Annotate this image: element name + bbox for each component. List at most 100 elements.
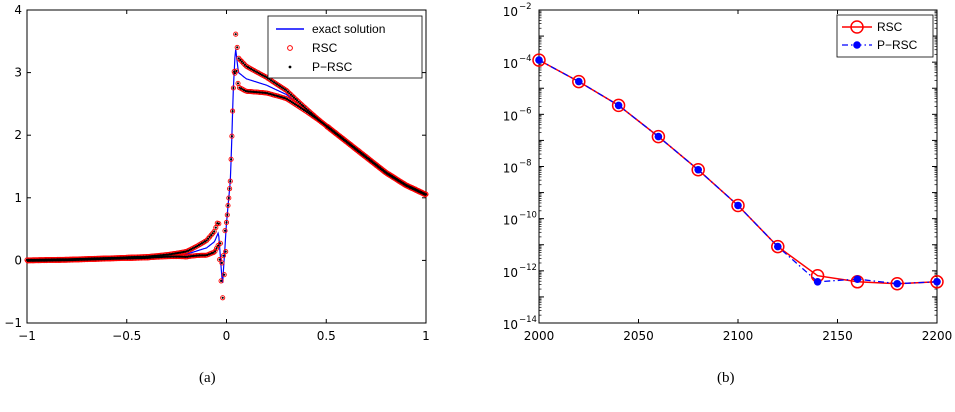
y-tick-exponent: −6 bbox=[519, 106, 532, 116]
series-exact-solution bbox=[27, 49, 427, 284]
x-tick-label: 2100 bbox=[723, 329, 754, 343]
p-rsc-marker bbox=[250, 90, 253, 93]
rsc-marker bbox=[289, 93, 296, 99]
p-rsc-marker bbox=[239, 58, 242, 62]
p-rsc-marker bbox=[193, 254, 197, 257]
p-rsc-marker bbox=[283, 88, 286, 91]
y-tick-label: 10 bbox=[503, 266, 518, 280]
p-rsc-marker bbox=[236, 46, 239, 49]
p-rsc-marker bbox=[175, 255, 178, 258]
legend-label: RSC bbox=[877, 20, 903, 34]
p-rsc-marker bbox=[575, 77, 583, 86]
p-rsc-marker bbox=[300, 103, 303, 106]
p-rsc-marker bbox=[205, 239, 208, 242]
p-rsc-marker bbox=[734, 201, 742, 210]
p-rsc-marker bbox=[227, 196, 230, 200]
y-tick-label: 10 bbox=[503, 57, 518, 71]
p-rsc-marker bbox=[240, 60, 243, 63]
rsc-marker bbox=[572, 74, 586, 89]
p-rsc-marker bbox=[223, 273, 226, 276]
rsc-marker bbox=[218, 278, 224, 284]
p-rsc-marker bbox=[236, 82, 240, 85]
rsc-marker bbox=[230, 108, 236, 114]
p-rsc-marker bbox=[305, 107, 308, 110]
rsc-marker bbox=[229, 133, 235, 139]
p-rsc-marker bbox=[286, 90, 289, 93]
p-rsc-marker bbox=[220, 261, 223, 264]
p-rsc-marker bbox=[257, 72, 260, 75]
legend-box bbox=[267, 15, 423, 79]
p-rsc-marker bbox=[230, 158, 233, 161]
rsc-marker bbox=[285, 89, 291, 95]
p-rsc-marker bbox=[290, 100, 293, 104]
rsc-marker bbox=[611, 98, 626, 113]
p-rsc-marker bbox=[280, 86, 283, 89]
caption-a: (a) bbox=[199, 370, 216, 386]
p-rsc-marker bbox=[221, 296, 224, 299]
p-rsc-marker bbox=[242, 62, 245, 65]
p-rsc-marker bbox=[158, 256, 161, 259]
p-rsc-marker bbox=[160, 254, 164, 257]
x-tick-label: 2200 bbox=[922, 329, 953, 343]
p-rsc-marker bbox=[212, 251, 215, 254]
y-tick-label: 0 bbox=[14, 253, 22, 267]
rsc-marker bbox=[226, 195, 232, 201]
p-rsc-marker bbox=[774, 242, 782, 251]
p-rsc-marker bbox=[228, 187, 231, 190]
rsc-marker bbox=[219, 260, 225, 266]
p-rsc-marker bbox=[285, 89, 288, 92]
rsc-marker bbox=[227, 186, 233, 192]
p-rsc-marker bbox=[200, 242, 203, 245]
p-rsc-marker bbox=[232, 86, 235, 90]
p-rsc-marker bbox=[226, 204, 230, 207]
y-tick-exponent: −10 bbox=[519, 211, 537, 221]
p-rsc-marker bbox=[215, 247, 218, 250]
rsc-marker bbox=[532, 53, 546, 67]
rsc-marker bbox=[223, 249, 229, 255]
y-tick-exponent: −2 bbox=[519, 2, 532, 12]
p-rsc-marker bbox=[189, 255, 192, 258]
p-rsc-marker bbox=[289, 93, 293, 96]
rsc-marker bbox=[691, 163, 705, 177]
p-rsc-marker bbox=[219, 242, 222, 245]
p-rsc-marker bbox=[196, 244, 199, 248]
p-rsc-marker bbox=[168, 253, 171, 256]
p-rsc-marker bbox=[225, 221, 228, 224]
p-rsc-marker bbox=[207, 237, 210, 240]
y-tick-label: 10 bbox=[503, 214, 518, 228]
rsc-marker bbox=[233, 31, 239, 37]
y-tick-label: 10 bbox=[503, 162, 518, 176]
rsc-marker bbox=[731, 198, 745, 213]
rsc-marker bbox=[771, 239, 785, 254]
p-rsc-marker bbox=[296, 99, 299, 102]
rsc-marker bbox=[223, 219, 230, 225]
y-tick-exponent: −8 bbox=[519, 159, 532, 169]
p-rsc-marker bbox=[214, 226, 217, 229]
x-tick-label: 0 bbox=[223, 329, 231, 343]
rsc-marker bbox=[293, 96, 299, 102]
p-rsc-marker bbox=[211, 232, 214, 235]
x-tick-label: 0.5 bbox=[317, 329, 336, 343]
rsc-marker bbox=[227, 178, 233, 184]
p-rsc-marker bbox=[170, 255, 174, 258]
p-rsc-marker bbox=[259, 91, 263, 94]
p-rsc-marker bbox=[297, 100, 300, 103]
y-tick-label: −1 bbox=[4, 316, 22, 330]
p-rsc-marker bbox=[203, 254, 206, 257]
y-tick-label: 10 bbox=[503, 5, 518, 19]
p-rsc-marker bbox=[253, 69, 256, 72]
x-tick-label: 2050 bbox=[623, 329, 654, 343]
p-rsc-marker bbox=[213, 230, 216, 233]
x-tick-label: −1 bbox=[18, 329, 36, 343]
legend-p-rsc-marker bbox=[853, 41, 861, 49]
rsc-marker bbox=[220, 253, 226, 259]
p-rsc-marker bbox=[255, 91, 258, 94]
series-p-rsc-line bbox=[538, 59, 938, 285]
legend-label: P−RSC bbox=[312, 60, 353, 74]
y-tick-label: 1 bbox=[14, 191, 22, 205]
p-rsc-marker bbox=[535, 56, 543, 64]
x-tick-label: 1 bbox=[422, 329, 430, 343]
legend-label: RSC bbox=[312, 41, 338, 55]
legend-p-rsc-marker bbox=[288, 65, 292, 69]
